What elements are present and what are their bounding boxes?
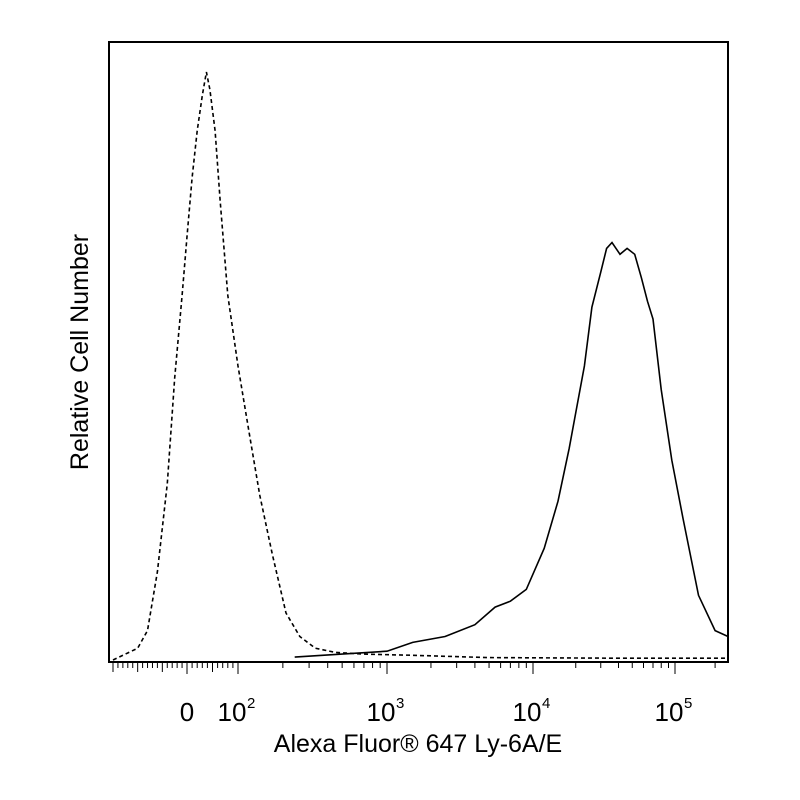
series-layer (112, 71, 729, 661)
y-axis-label: Relative Cell Number (66, 234, 94, 470)
x-tick-label: 10 (513, 697, 542, 727)
x-tick-exponent: 5 (684, 695, 692, 712)
control-histogram-line (112, 71, 728, 661)
x-tick-label: 10 (218, 697, 247, 727)
x-tick-label: 0 (180, 697, 194, 727)
plot-frame (108, 41, 729, 663)
x-tick-labels: 0 10 2 10 3 10 4 10 5 (180, 695, 693, 727)
stained-histogram-line (294, 241, 729, 658)
x-tick-exponent: 4 (542, 695, 550, 712)
x-tick-label: 10 (655, 697, 684, 727)
x-axis-label: Alexa Fluor® 647 Ly-6A/E (274, 730, 562, 758)
x-minor-ticks (112, 662, 716, 674)
x-tick-exponent: 3 (396, 695, 404, 712)
x-tick-label: 10 (367, 697, 396, 727)
x-tick-exponent: 2 (247, 695, 255, 712)
